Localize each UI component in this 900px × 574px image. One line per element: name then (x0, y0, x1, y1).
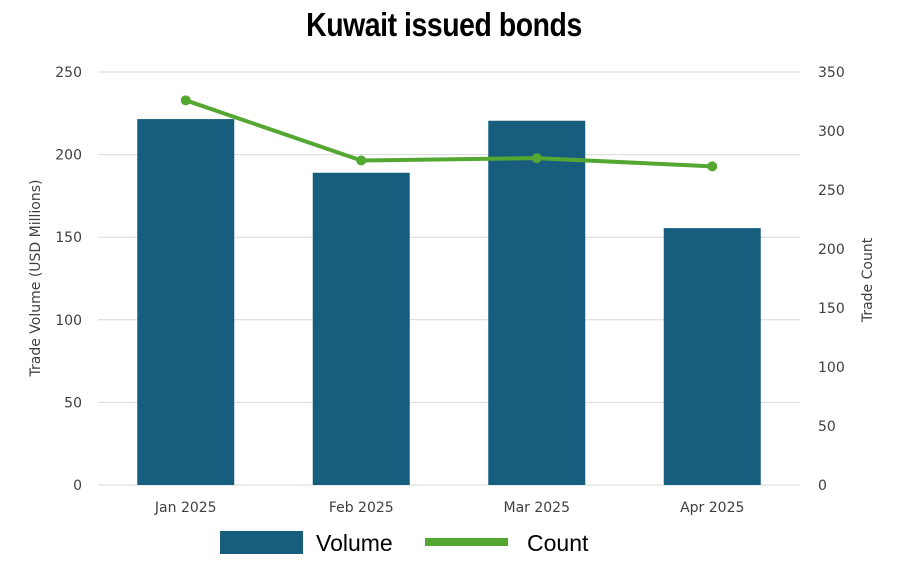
right-tick-label: 200 (818, 242, 845, 258)
left-axis-title: Trade Volume (USD Millions) (28, 180, 44, 378)
right-tick-label: 150 (818, 301, 845, 317)
count-line-path (185, 98, 713, 169)
legend-label-volume: Volume (316, 530, 393, 556)
right-tick-label: 300 (818, 124, 845, 140)
count-point (356, 155, 367, 166)
left-tick-label: 50 (64, 395, 82, 411)
left-axis-ticks: 0 50 100 150 200 250 (55, 65, 82, 494)
bar-jan-2025 (137, 119, 235, 485)
legend-swatch-volume (220, 531, 303, 554)
legend-label-count: Count (527, 530, 589, 556)
right-axis-ticks: 0 50 100 150 200 250 300 350 (818, 65, 845, 494)
count-point (707, 161, 718, 172)
right-tick-label: 250 (818, 183, 845, 199)
left-tick-label: 100 (55, 313, 82, 329)
x-tick-label: Apr 2025 (680, 500, 744, 516)
right-tick-label: 50 (818, 419, 836, 435)
x-axis-ticks: Jan 2025 Feb 2025 Mar 2025 Apr 2025 (154, 500, 744, 516)
chart-title: Kuwait issued bonds (306, 6, 582, 43)
right-axis-title: Trade Count (860, 237, 876, 323)
count-point (531, 153, 542, 164)
x-tick-label: Mar 2025 (504, 500, 571, 516)
bar-mar-2025 (488, 120, 586, 485)
left-tick-label: 150 (55, 230, 82, 246)
legend-swatch-count (425, 538, 508, 546)
left-tick-label: 250 (55, 65, 82, 81)
right-tick-label: 350 (818, 65, 845, 81)
bar-apr-2025 (663, 228, 761, 485)
count-line (180, 95, 718, 172)
volume-bars (137, 119, 761, 485)
left-tick-label: 0 (73, 478, 82, 494)
right-tick-label: 100 (818, 360, 845, 376)
left-tick-label: 200 (55, 148, 82, 164)
count-point (180, 95, 191, 106)
x-tick-label: Feb 2025 (329, 500, 394, 516)
x-tick-label: Jan 2025 (154, 500, 217, 516)
right-tick-label: 0 (818, 478, 827, 494)
bar-feb-2025 (312, 172, 410, 485)
legend: Volume Count (220, 530, 589, 556)
